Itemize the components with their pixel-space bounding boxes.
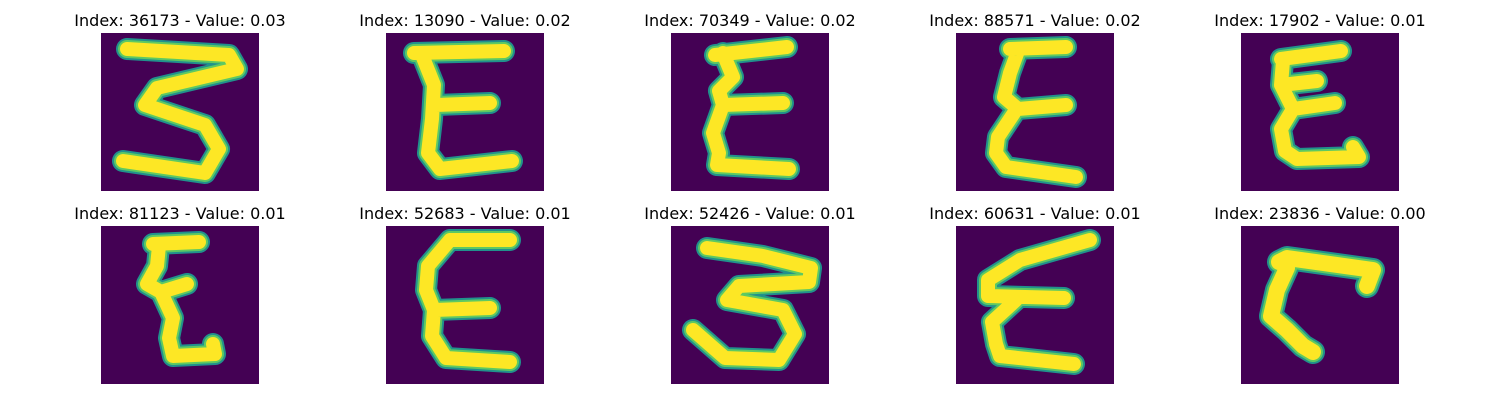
sample-cell-9: Index: 60631 - Value: 0.01 [893, 202, 1177, 384]
sample-cell-6: Index: 81123 - Value: 0.01 [38, 202, 322, 384]
sample-image [671, 226, 829, 384]
sample-title: Index: 17902 - Value: 0.01 [1214, 11, 1426, 30]
sample-title: Index: 60631 - Value: 0.01 [929, 204, 1141, 223]
sample-image [101, 33, 259, 191]
sample-cell-8: Index: 52426 - Value: 0.01 [608, 202, 892, 384]
sample-image [1241, 33, 1399, 191]
sample-cell-10: Index: 23836 - Value: 0.00 [1178, 202, 1462, 384]
sample-title: Index: 70349 - Value: 0.02 [644, 11, 856, 30]
sample-title: Index: 52683 - Value: 0.01 [359, 204, 571, 223]
sample-image [101, 226, 259, 384]
sample-title: Index: 81123 - Value: 0.01 [74, 204, 286, 223]
sample-title: Index: 88571 - Value: 0.02 [929, 11, 1141, 30]
sample-title: Index: 13090 - Value: 0.02 [359, 11, 571, 30]
sample-image [386, 226, 544, 384]
sample-cell-5: Index: 17902 - Value: 0.01 [1178, 9, 1462, 191]
sample-title: Index: 52426 - Value: 0.01 [644, 204, 856, 223]
sample-image [956, 226, 1114, 384]
sample-cell-2: Index: 13090 - Value: 0.02 [323, 9, 607, 191]
sample-image [386, 33, 544, 191]
sample-cell-7: Index: 52683 - Value: 0.01 [323, 202, 607, 384]
sample-cell-3: Index: 70349 - Value: 0.02 [608, 9, 892, 191]
sample-image [956, 33, 1114, 191]
sample-cell-4: Index: 88571 - Value: 0.02 [893, 9, 1177, 191]
sample-title: Index: 36173 - Value: 0.03 [74, 11, 286, 30]
sample-cell-1: Index: 36173 - Value: 0.03 [38, 9, 322, 191]
sample-title: Index: 23836 - Value: 0.00 [1214, 204, 1426, 223]
sample-image [671, 33, 829, 191]
sample-image [1241, 226, 1399, 384]
